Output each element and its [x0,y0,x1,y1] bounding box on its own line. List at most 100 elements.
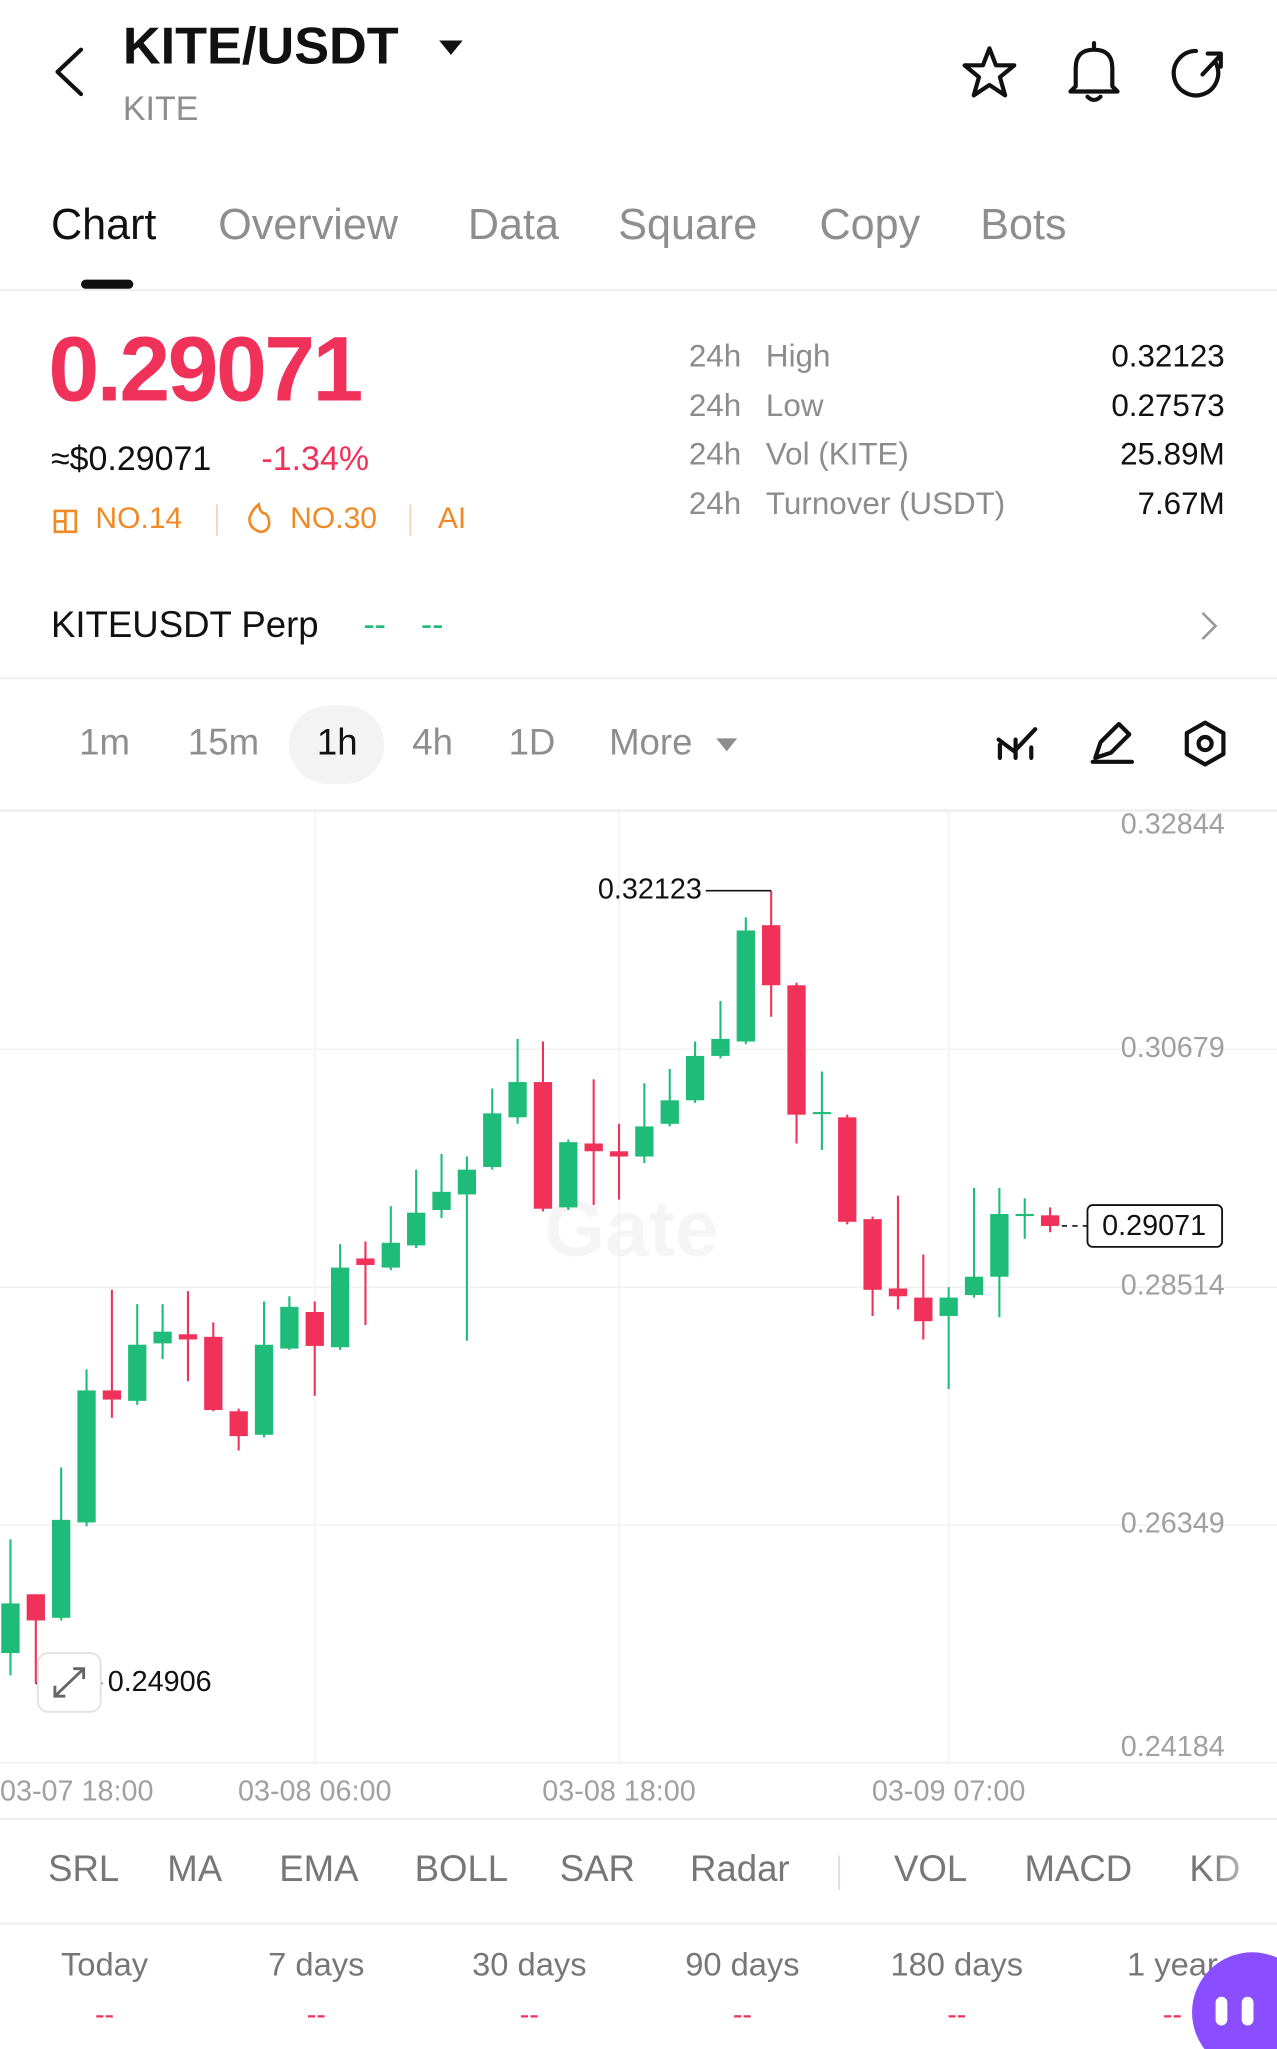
indicator-tab[interactable]: MA [167,1848,222,1889]
assistant-bubble[interactable] [1192,1952,1277,2049]
indicator-tab[interactable]: EMA [279,1848,359,1889]
x-tick-label: 03-09 07:00 [872,1775,1025,1807]
stat-label: Low [766,388,824,423]
candle-body [178,1334,198,1340]
pair-title[interactable]: KITE/USDT [123,17,399,75]
candle-body [128,1344,147,1401]
stat-value: 7.67M [1138,486,1225,521]
candle-body [964,1276,984,1296]
y-tick-label: 0.32844 [1121,808,1225,840]
perp-price: -- [363,606,386,644]
usd-price: ≈$0.29071 [51,440,211,478]
perp-name[interactable]: KITEUSDT Perp [51,604,319,645]
share-icon[interactable] [1171,48,1223,98]
period-label: 180 days [890,1945,1023,1982]
hot-badge[interactable]: NO.30 [290,502,377,535]
tab[interactable]: Data [468,201,559,249]
interval-tab[interactable]: 1D [509,722,556,763]
more-dropdown[interactable] [716,738,738,752]
period-value: -- [733,1999,752,2031]
settings-icon[interactable] [1184,720,1226,767]
period-label: Today [61,1945,149,1982]
candle-body [533,1082,553,1209]
tab[interactable]: Bots [980,201,1066,249]
active-tab-indicator [81,279,134,289]
candlestick-chart[interactable]: Gate0.241840.263490.285140.306790.328440… [0,808,1277,1807]
candle-body [102,1390,122,1400]
candle-body [432,1191,451,1211]
candle-body [26,1594,45,1621]
last-price-label: 0.29071 [1102,1210,1206,1242]
favorite-icon[interactable] [962,46,1017,98]
period-label: 1 year [1127,1945,1218,1982]
candle-body [939,1297,958,1316]
indicator-tab[interactable]: Radar [690,1848,790,1889]
settings-icon-dot [1196,734,1214,753]
interval-tab[interactable]: 15m [188,722,259,763]
indicator-tab[interactable]: SAR [560,1848,635,1889]
stat-period: 24h [689,486,741,521]
tab[interactable]: Square [618,201,757,249]
candle-body [204,1336,223,1410]
fade [1209,1835,1277,1908]
y-tick-label: 0.24184 [1121,1731,1225,1763]
draw-icon[interactable] [1090,721,1135,764]
candle-body [838,1117,857,1222]
interval-tab[interactable]: 1h [317,722,358,763]
candle-body [635,1126,654,1157]
candle-body [1,1603,20,1654]
stat-period: 24h [689,338,741,373]
indicator-tab[interactable]: MACD [1024,1848,1132,1889]
assistant-eye [1241,1996,1254,2026]
indicator-icon[interactable] [996,727,1038,761]
ai-badge[interactable]: AI [438,502,466,535]
back-button[interactable] [55,47,84,97]
candle-body [305,1311,324,1346]
pair-dropdown[interactable] [439,40,463,55]
interval-tab[interactable]: 1m [79,722,130,763]
pair-subtitle: KITE [123,90,199,128]
low-marker-label: 0.24906 [108,1666,212,1698]
period-value: -- [520,1999,539,2031]
tab[interactable]: Copy [820,201,921,249]
last-price-box [1086,1204,1224,1248]
candle-body [407,1212,426,1246]
stat-value: 0.32123 [1111,338,1224,373]
candle-body [559,1142,578,1208]
interval-tab[interactable]: More [609,722,692,763]
indicator-tab[interactable]: BOLL [415,1848,509,1889]
stat-value: 0.27573 [1111,388,1224,423]
y-tick-label: 0.30679 [1121,1032,1225,1064]
candle-body [787,985,806,1115]
alert-icon[interactable] [1068,41,1120,103]
candle-body [863,1219,882,1290]
active-interval-bg [288,705,385,785]
high-marker-label: 0.32123 [598,873,702,905]
interval-tab[interactable]: 4h [412,722,453,763]
x-tick-label: 03-07 18:00 [0,1775,153,1807]
x-tick-label: 03-08 06:00 [238,1775,391,1807]
candle-body [762,925,781,986]
candle-body [609,1151,629,1157]
candle-body [254,1344,274,1435]
period-label: 7 days [268,1945,364,1982]
indicator-tab[interactable]: SRL [48,1848,119,1889]
stat-period: 24h [689,436,741,471]
hot-icon [248,501,271,534]
candle-body [356,1258,375,1265]
candle-body [888,1288,908,1297]
perp-arrow[interactable] [1201,611,1218,640]
assistant-eye [1215,1996,1228,2026]
indicator-tab[interactable]: VOL [894,1848,967,1889]
y-tick-label: 0.28514 [1121,1270,1225,1302]
tab[interactable]: Overview [218,201,399,249]
candle-body [483,1113,502,1167]
tab[interactable]: Chart [51,201,156,249]
candle-body [914,1297,933,1322]
period-label: 30 days [472,1945,586,1982]
stat-label: High [766,338,831,373]
period-value: -- [95,1999,114,2031]
rank-badge[interactable]: NO.14 [95,502,182,535]
